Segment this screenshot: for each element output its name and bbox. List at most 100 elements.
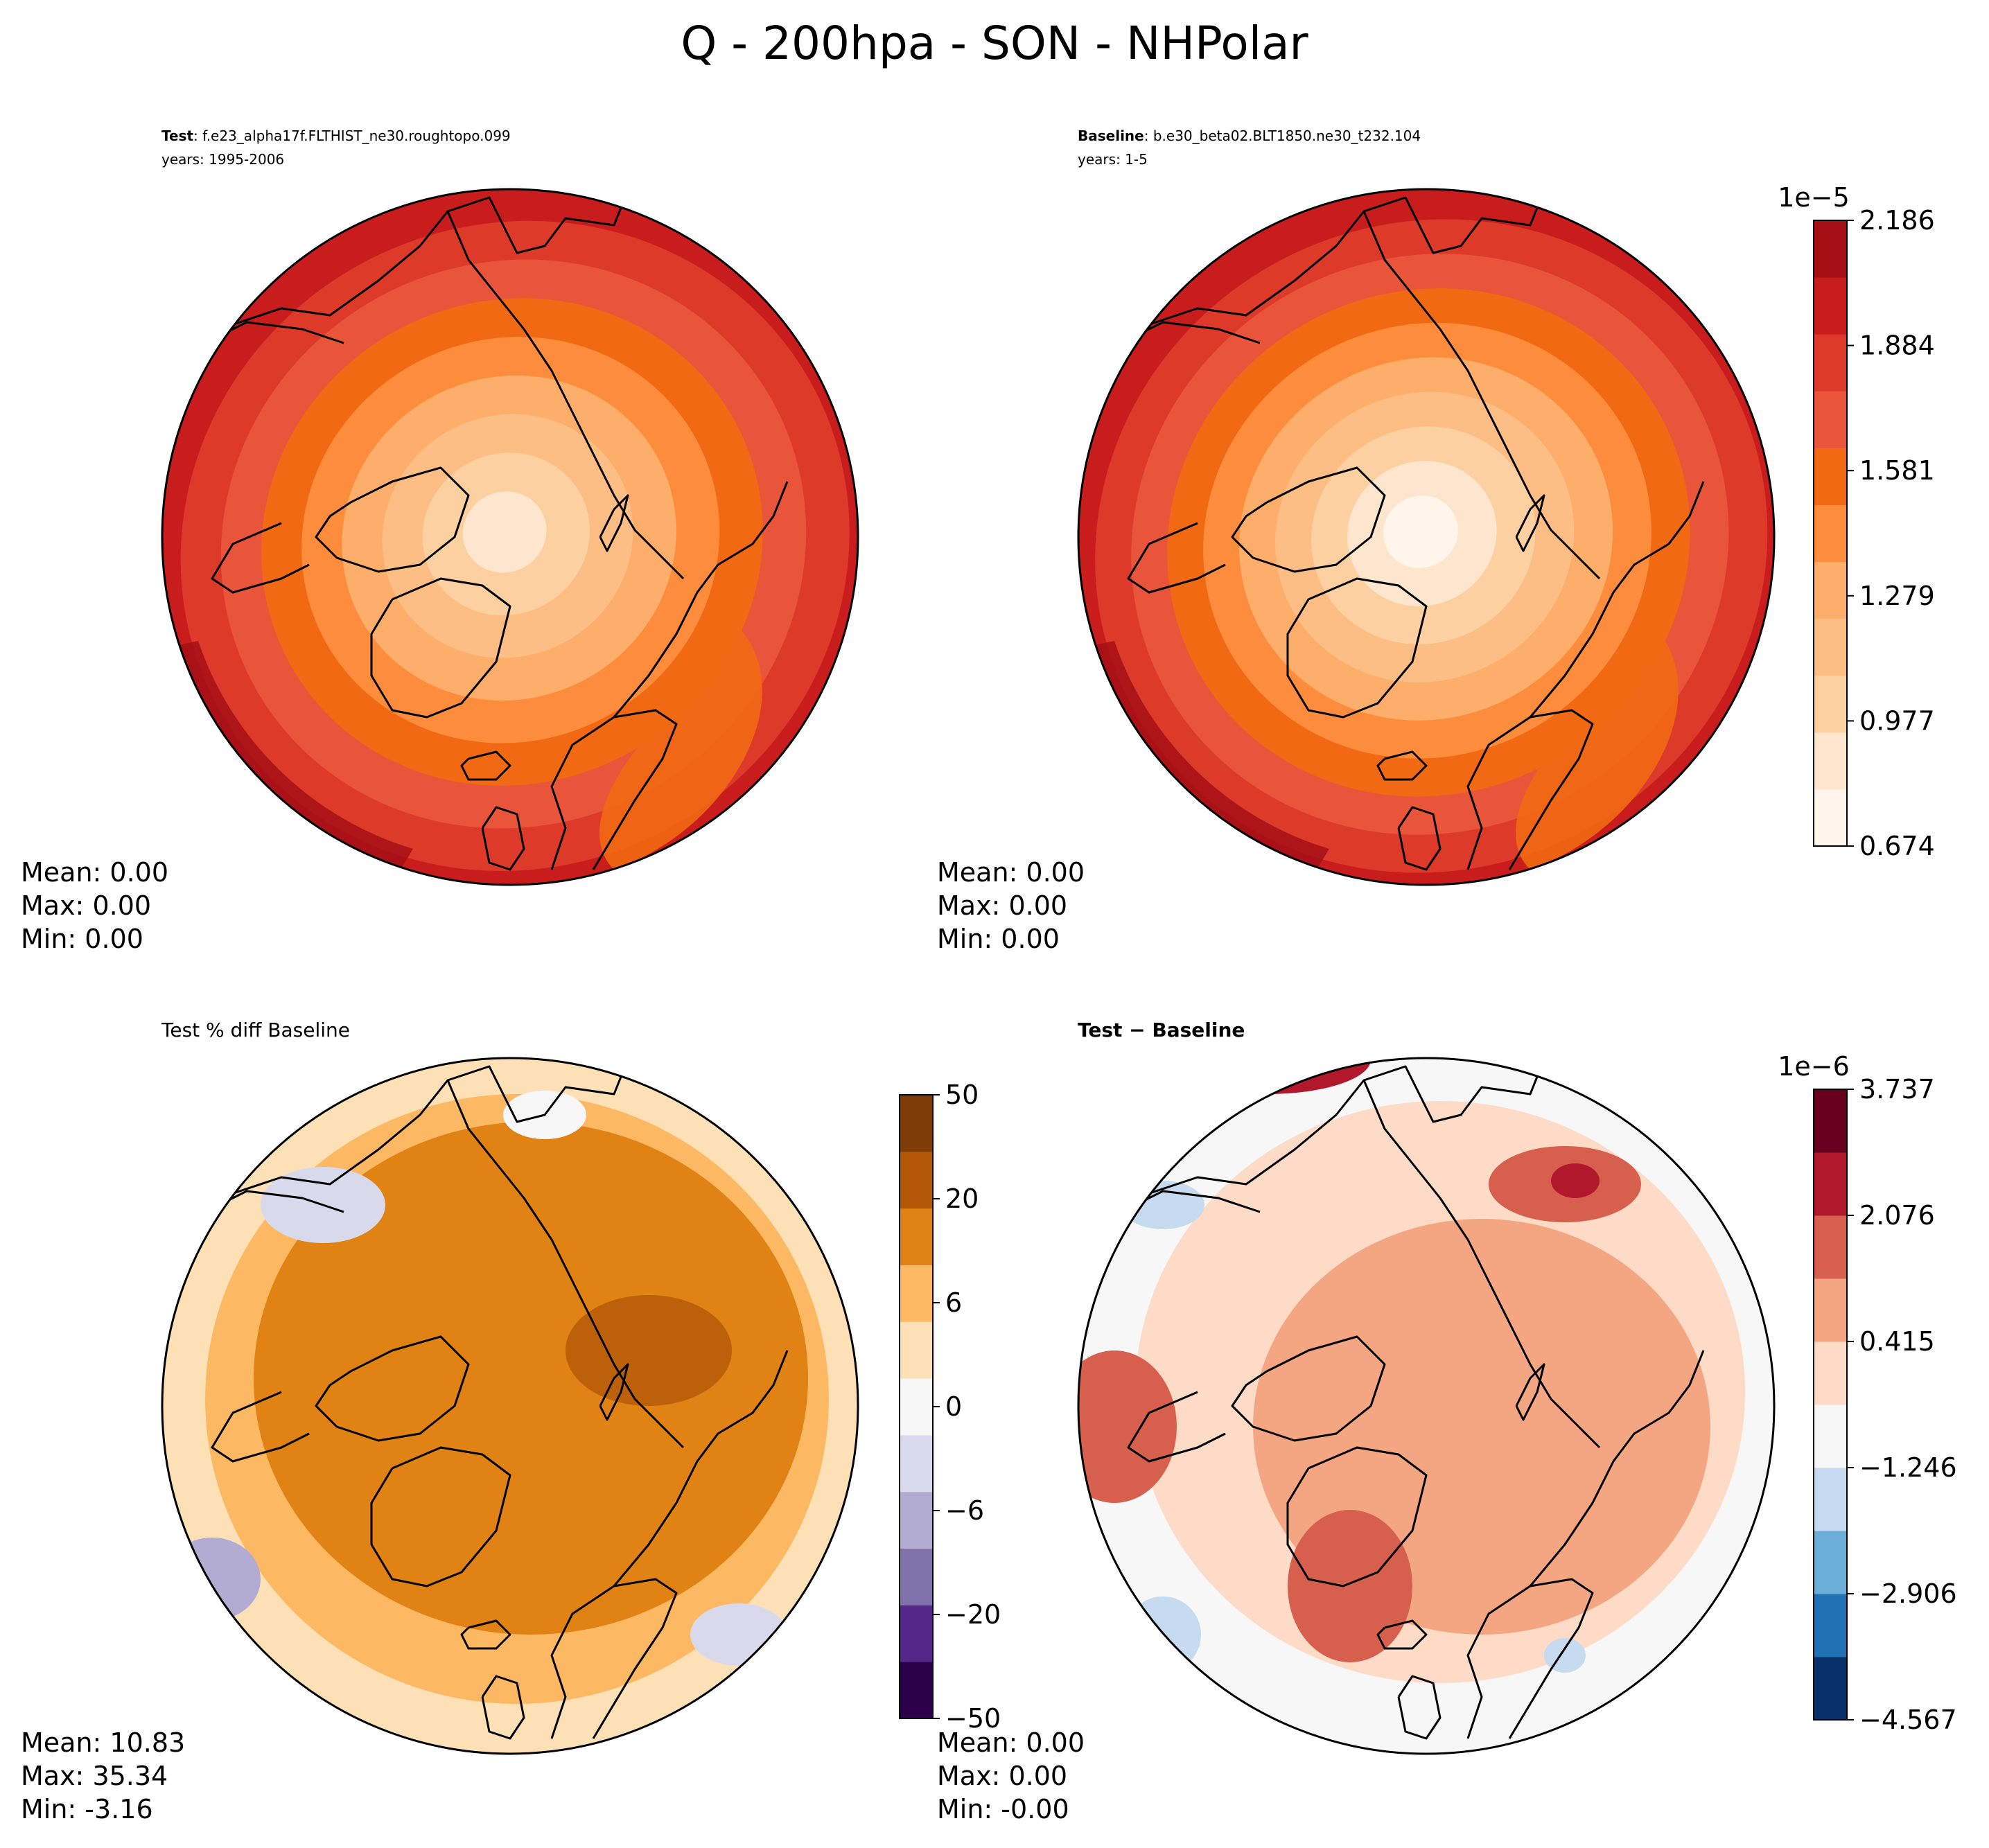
map-diff-coast-iceland — [1376, 1619, 1428, 1650]
colorbar-baseline-swatch-8 — [1814, 334, 1847, 391]
colorbar-baseline-tick-label-3: 1.279 — [1859, 581, 1935, 611]
panel-pct-diff-min: Min: -3.16 — [21, 1794, 153, 1824]
map-test-warm-sector — [599, 627, 762, 870]
map-test-coast-iceland — [460, 750, 511, 781]
panel-test-title-rest: : f.e23_alpha17f.FLTHIST_ne30.roughtopo.… — [193, 127, 511, 144]
colorbar-diff-swatch-9 — [1814, 1089, 1847, 1153]
map-diff-coast-archipelago — [1231, 1335, 1386, 1442]
colorbar-baseline-swatch-6 — [1814, 448, 1847, 505]
panel-pct-diff-map — [162, 1058, 858, 1754]
map-pct-diff-coast-hudson-bay — [211, 1391, 310, 1463]
map-test-coast-novaya-zemlya — [599, 494, 629, 552]
map-baseline-coast-iceland — [1376, 750, 1428, 781]
map-test-coast-alaska — [218, 321, 344, 344]
map-baseline-coast-scandinavia — [1466, 709, 1594, 870]
map-test-coast-uk — [481, 806, 525, 871]
map-pct-diff-coast-north-america — [163, 1058, 692, 1213]
map-pct-diff-coast-greenland — [370, 1446, 511, 1587]
panel-pct-diff: Test % diff Baseline Mean: 10.83 Max: 35… — [21, 1019, 1001, 1824]
panel-test-years: years: 1995-2006 — [161, 151, 284, 168]
panel-baseline-title-rest: : b.e30_beta02.BLT1850.ne30_t232.104 — [1144, 127, 1421, 144]
colorbar-baseline-tick-label-5: 0.674 — [1859, 831, 1935, 861]
map-test-coast-scandinavia — [550, 709, 678, 870]
map-diff-band-6 — [1551, 1163, 1600, 1198]
panel-diff-mean: Mean: 0.00 — [937, 1727, 1085, 1758]
map-test-coast-arctic-basin — [446, 211, 685, 580]
colorbar-diff-tick-label-0: 3.737 — [1859, 1074, 1935, 1105]
panel-baseline-years: years: 1-5 — [1078, 151, 1148, 168]
map-diff-coast-hudson-bay — [1127, 1391, 1226, 1463]
map-diff-coast-alaska — [1134, 1190, 1261, 1213]
colorbar-diff-swatch-1 — [1814, 1594, 1847, 1657]
colorbar-pct-diff-tick-label-4: −6 — [945, 1495, 984, 1526]
colorbar-baseline-swatch-2 — [1814, 675, 1847, 733]
map-pct-diff-coast-alaska — [218, 1190, 344, 1213]
colorbar-diff-swatch-8 — [1814, 1152, 1847, 1216]
map-baseline-coast-alaska — [1134, 321, 1261, 344]
colorbar-baseline-tick-label-0: 2.186 — [1859, 205, 1935, 236]
map-baseline-band-0 — [1383, 495, 1458, 568]
panel-pct-diff-boundary — [161, 1057, 859, 1755]
colorbar-diff-swatch-5 — [1814, 1341, 1847, 1405]
map-pct-diff-coast-iceland — [460, 1619, 511, 1650]
colorbar-diff-swatch-7 — [1814, 1215, 1847, 1279]
colorbar-baseline-swatch-0 — [1814, 789, 1847, 847]
map-test-coast-north-america — [163, 189, 692, 344]
colorbar-baseline-swatch-1 — [1814, 732, 1847, 790]
map-pct-diff-coast-archipelago — [315, 1335, 470, 1442]
map-diff-coast-novaya-zemlya — [1515, 1363, 1545, 1421]
panel-test-min: Min: 0.00 — [21, 924, 143, 954]
colorbar-diff-swatch-6 — [1814, 1278, 1847, 1342]
panel-test-title: Test: f.e23_alpha17f.FLTHIST_ne30.rought… — [161, 127, 511, 144]
colorbar-baseline-tick-label-2: 1.581 — [1859, 455, 1935, 486]
panel-test-title-bold: Test — [161, 127, 193, 144]
map-baseline-warm-sector — [1516, 627, 1679, 870]
colorbar-baseline-frame — [1813, 220, 1848, 847]
panel-diff-max: Max: 0.00 — [937, 1761, 1067, 1791]
colorbar-baseline: 1e−5 2.186 1.884 1.581 1.279 0.977 0.674 — [1778, 182, 1935, 861]
map-pct-diff-coast-uk — [481, 1675, 525, 1740]
map-diff-band-4 — [1078, 1350, 1177, 1503]
map-pct-diff-neg-pocket-2 — [164, 1538, 261, 1621]
colorbar-baseline-swatch-3 — [1814, 618, 1847, 676]
panel-baseline: Baseline: b.e30_beta02.BLT1850.ne30_t232… — [937, 127, 1935, 954]
map-diff-band-3 — [1288, 1510, 1412, 1662]
panel-baseline-max: Max: 0.00 — [937, 890, 1067, 921]
colorbar-diff-tick-label-4: −2.906 — [1859, 1578, 1957, 1609]
panel-baseline-title-bold: Baseline — [1078, 127, 1144, 144]
panel-diff-min: Min: -0.00 — [937, 1794, 1069, 1824]
panel-baseline-mean: Mean: 0.00 — [937, 857, 1085, 888]
map-diff-coast-scandinavia — [1466, 1578, 1594, 1739]
colorbar-diff-tick-label-1: 2.076 — [1859, 1200, 1935, 1231]
colorbar-baseline-tick-label-4: 0.977 — [1859, 705, 1935, 736]
map-test-coast-siberia — [613, 481, 789, 718]
map-baseline-coast-uk — [1397, 806, 1442, 871]
colorbar-pct-diff-swatch-5 — [900, 1378, 933, 1436]
panel-diff-boundary — [1077, 1057, 1776, 1755]
colorbar-baseline-swatch-7 — [1814, 391, 1847, 448]
map-test-rim-sw — [164, 641, 413, 883]
colorbar-diff-tick-label-3: −1.246 — [1859, 1452, 1957, 1483]
map-diff-coast-north-america — [1079, 1058, 1608, 1213]
colorbar-pct-diff-tick-label-1: 20 — [945, 1183, 979, 1214]
panel-baseline-map — [1078, 189, 1774, 885]
colorbar-pct-diff-tick-label-2: 6 — [945, 1287, 962, 1318]
panel-diff: Test − Baseline Mean: 0.00 Max: 0.00 Min… — [937, 1019, 1957, 1824]
colorbar-pct-diff-tick-label-6: −50 — [945, 1703, 1001, 1734]
panel-test-max: Max: 0.00 — [21, 890, 151, 921]
map-baseline-coast-hudson-bay — [1127, 522, 1226, 594]
map-baseline-coast-greenland — [1286, 577, 1428, 719]
colorbar-baseline-swatch-10 — [1814, 220, 1847, 278]
colorbar-baseline-tick-label-1: 1.884 — [1859, 331, 1935, 361]
map-baseline-coast-archipelago — [1231, 466, 1386, 573]
colorbar-pct-diff-swatch-8 — [900, 1208, 933, 1265]
map-diff-coast-arctic-basin — [1362, 1080, 1601, 1449]
colorbar-diff: 1e−6 3.737 2.076 0.415 −1.246 −2.906 −4.567 — [1778, 1051, 1956, 1735]
colorbar-pct-diff: 50 20 6 0 −6 −20 −50 — [899, 1080, 1001, 1734]
map-pct-diff-coast-arctic-basin — [446, 1080, 685, 1449]
map-pct-diff-coast-scandinavia — [550, 1578, 678, 1739]
panel-diff-title: Test − Baseline — [1078, 1019, 1245, 1041]
colorbar-baseline-exponent: 1e−5 — [1778, 182, 1850, 213]
colorbar-diff-exponent: 1e−6 — [1778, 1051, 1850, 1082]
colorbar-diff-swatch-2 — [1814, 1531, 1847, 1594]
